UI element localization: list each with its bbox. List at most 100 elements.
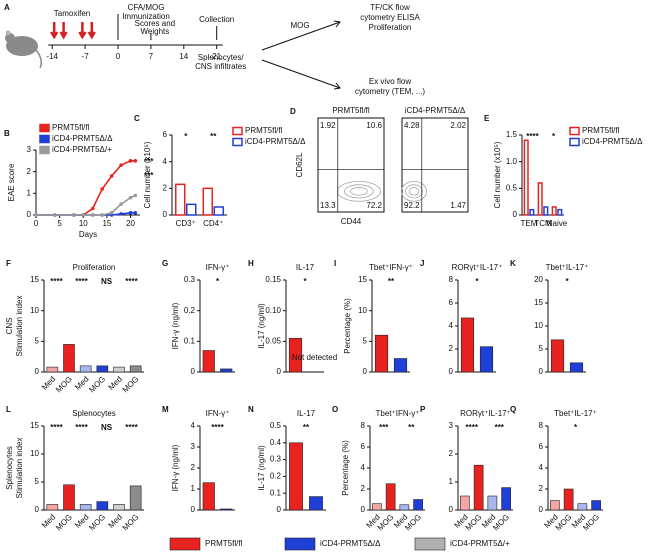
y-tick-label: 8 [449, 275, 454, 284]
y-tick-label: 2 [361, 484, 366, 493]
x-tick-label: TCM [534, 219, 552, 228]
point [119, 163, 123, 167]
significance: **** [75, 423, 88, 432]
bar [543, 206, 549, 216]
y-tick-label: 0.2 [184, 306, 196, 315]
bar [569, 362, 584, 373]
bar [537, 182, 543, 216]
panel-letter: Q [510, 405, 516, 414]
x-axis-label: Days [79, 230, 97, 239]
timeline-label: CFA/MOG [128, 3, 165, 12]
tamoxifen-arrow [78, 22, 87, 40]
y-tick-label: 0.05 [265, 336, 281, 345]
density-contour [408, 187, 420, 196]
y-axis-label: IL-17 (ng/ml) [257, 445, 266, 491]
bar [213, 206, 224, 216]
legend-label: PRMT5fl/fl [245, 126, 283, 135]
y-tick-label: 4 [191, 421, 196, 430]
y-tick-label: 2 [163, 183, 168, 192]
row-label: CNS [5, 318, 14, 335]
y-tick-label: 0.10 [265, 306, 281, 315]
significance: * [475, 277, 479, 286]
y-axis-label: Cell number (x10⁵) [143, 141, 152, 208]
y-tick-label: 5 [539, 344, 544, 353]
point [128, 159, 133, 163]
y-tick-label: 0 [449, 505, 454, 514]
chart-title: IFN-γ⁺ [206, 409, 230, 418]
timeline-label: TF/CK flow [370, 3, 410, 12]
y-tick-label: 6 [361, 442, 366, 451]
bar [529, 208, 535, 216]
y-tick-label: 5 [363, 336, 368, 345]
y-tick-label: 0.1 [184, 336, 196, 345]
bar [523, 139, 529, 216]
panel-letter: P [420, 405, 426, 414]
y-tick-label: 0 [539, 367, 544, 376]
chart-title: Tbet⁺IFN-γ⁺ [369, 263, 413, 272]
significance: *** [495, 423, 505, 432]
bar [372, 503, 382, 511]
legend-label: iCD4-PRMT5Δ/Δ [245, 137, 306, 146]
y-axis-label: Stimulation index [15, 296, 24, 357]
y-tick-label: 0 [191, 367, 196, 376]
y-tick-label: 8 [539, 421, 544, 430]
panel-letter: F [6, 259, 11, 268]
branch-arrow [261, 59, 341, 90]
bar [220, 368, 233, 373]
density-contour [401, 181, 427, 202]
bar [175, 183, 186, 216]
y-tick-label: 15 [358, 275, 367, 284]
significance: * [574, 423, 578, 432]
bar [550, 500, 560, 511]
y-axis-label: IFN-γ (ng/ml) [171, 444, 180, 491]
legend-label: iCD4-PRMT5Δ/Δ [52, 134, 113, 143]
significance: * [216, 277, 220, 286]
density-contour [350, 187, 368, 196]
significance: NS [101, 423, 113, 432]
panel-letter: L [6, 405, 11, 414]
bar [79, 365, 92, 373]
significance: **** [50, 423, 63, 432]
axis-label: CD62L [295, 152, 304, 177]
point [128, 195, 133, 200]
point [100, 187, 104, 191]
chart-title: IL-17 [296, 263, 315, 272]
bar [79, 504, 92, 511]
bar [460, 317, 475, 373]
significance: **** [75, 277, 88, 286]
significance: **** [125, 423, 138, 432]
legend-swatch [39, 145, 50, 155]
quadrant-value: 72.2 [366, 201, 382, 210]
x-tick-label: 15 [102, 219, 111, 228]
timeline-tick-label: -7 [82, 52, 90, 61]
y-tick-label: 0.3 [184, 275, 196, 284]
density-contour [336, 181, 381, 202]
y-tick-label: 0 [163, 210, 168, 219]
series-line [36, 194, 136, 216]
chart-title: Proliferation [73, 263, 116, 272]
x-tick-label: Naive [547, 219, 568, 228]
panel-letter: H [248, 259, 254, 268]
bar [385, 483, 396, 511]
significance: **** [526, 132, 539, 141]
significance: * [184, 132, 188, 141]
tamoxifen-arrow [50, 22, 59, 40]
y-tick-label: 0 [361, 505, 366, 514]
quadrant-value: 2.02 [450, 121, 466, 130]
legend-swatch [39, 123, 50, 133]
y-axis-label: IFN-γ (ng/ml) [171, 302, 180, 349]
y-tick-label: 4 [539, 463, 544, 472]
panel-letter: K [510, 259, 516, 268]
branch-arrow [261, 20, 341, 51]
y-axis-label: IL-17 (ng/ml) [257, 303, 266, 349]
significance: ** [303, 423, 310, 432]
legend-label: PRMT5fl/fl [582, 126, 620, 135]
y-tick-label: 0 [277, 505, 282, 514]
panel-letter: J [420, 259, 424, 268]
bar [63, 484, 75, 511]
y-axis-label: EAE score [7, 163, 16, 201]
chart-title: IFN-γ⁺ [206, 263, 230, 272]
y-tick-label: 0 [35, 505, 40, 514]
significance: * [552, 132, 556, 141]
legend-label: PRMT5fl/fl [205, 539, 243, 548]
